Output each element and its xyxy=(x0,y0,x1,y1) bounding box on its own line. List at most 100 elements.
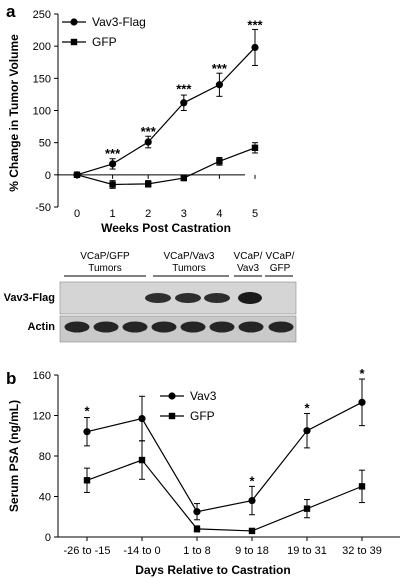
series-line-Vav3-Flag xyxy=(76,47,256,176)
legend-marker xyxy=(168,392,176,400)
panel-a-y-axis-label: % Change in Tumor Volume xyxy=(7,34,21,192)
x-tick-label: 1 to 8 xyxy=(183,545,211,557)
panel-b-axes: 0 40 80 120 160 -26 to -15 -14 to 0 1 to 8 9 to … xyxy=(33,370,400,557)
panel-a: a % Change in Tumor Volume Weeks Post Ca… xyxy=(6,2,264,235)
blot-group-label-line2: GFP xyxy=(270,263,291,274)
x-tick-label: 32 to 39 xyxy=(342,545,382,557)
data-point xyxy=(303,427,311,435)
series-line-Vav3 xyxy=(86,401,363,513)
blot-rows: Vav3-Flag Actin xyxy=(4,281,297,343)
legend-label: GFP xyxy=(190,409,215,423)
y-tick-label: 150 xyxy=(33,73,51,85)
data-point xyxy=(145,180,152,188)
blot-band xyxy=(180,321,206,333)
panel-b: b Serum PSA (ng/mL) Days Relative to Cas… xyxy=(6,366,400,577)
y-tick-label: 250 xyxy=(33,9,51,21)
legend-label: GFP xyxy=(92,35,117,49)
data-point xyxy=(251,144,259,152)
blot-band xyxy=(175,293,201,303)
x-tick-label: 0 xyxy=(74,208,80,220)
data-point xyxy=(193,508,201,516)
data-point xyxy=(248,496,256,505)
x-tick-label: 5 xyxy=(252,208,258,220)
x-tick-label: 3 xyxy=(181,208,187,220)
blot-band xyxy=(238,321,264,333)
significance-annotation: * xyxy=(359,366,365,381)
legend-marker xyxy=(168,412,176,420)
significance-annotation: * xyxy=(249,473,255,488)
legend-marker xyxy=(70,18,78,26)
significance-annotation: * xyxy=(84,403,90,418)
data-point xyxy=(180,99,188,107)
data-point xyxy=(109,181,116,188)
x-tick-label: 9 to 18 xyxy=(235,545,269,557)
data-point xyxy=(138,456,146,464)
data-point xyxy=(73,171,81,179)
series-line-GFP xyxy=(76,147,256,186)
blot-group-label-line1: VCaP/Vav3 xyxy=(164,251,215,262)
data-point xyxy=(138,414,146,423)
significance-annotation: *** xyxy=(212,61,228,76)
blot-band xyxy=(122,321,148,333)
significance-annotation: *** xyxy=(141,124,157,139)
data-point xyxy=(358,398,366,406)
significance-annotation: * xyxy=(304,400,310,415)
significance-annotation: *** xyxy=(176,82,192,97)
blot-row-label: Actin xyxy=(28,321,56,333)
data-point xyxy=(193,525,201,533)
data-point xyxy=(215,81,223,89)
legend-marker xyxy=(70,38,78,46)
panel-a-x-axis-label: Weeks Post Castration xyxy=(101,221,231,235)
y-tick-label: 0 xyxy=(45,532,51,544)
y-tick-label: 200 xyxy=(33,41,51,53)
blot-band xyxy=(209,321,235,333)
data-point xyxy=(83,477,91,484)
significance-annotation: *** xyxy=(105,146,121,161)
blot-group-label-line1: VCaP/ xyxy=(266,251,295,262)
blot-band xyxy=(204,293,230,303)
x-tick-label: 19 to 31 xyxy=(287,545,327,557)
x-tick-label: -26 to -15 xyxy=(63,545,110,557)
blot-group-label-line1: VCaP/GFP xyxy=(80,251,130,262)
blot-band xyxy=(145,293,171,303)
significance-annotation: *** xyxy=(247,17,263,32)
x-tick-label: 1 xyxy=(110,208,116,220)
y-tick-label: 0 xyxy=(45,170,51,182)
data-point xyxy=(180,174,187,182)
x-tick-label: 4 xyxy=(216,208,222,220)
y-tick-label: 40 xyxy=(39,492,51,504)
panel-b-x-axis-label: Days Relative to Castration xyxy=(135,563,290,577)
blot-group-label-line2: Vav3 xyxy=(237,263,259,274)
blot-group-label-line2: Tumors xyxy=(172,263,206,274)
panel-a-axes: -50 0 50 100 150 200 250 0 1 2 3 4 5 xyxy=(33,9,258,220)
legend-label: Vav3 xyxy=(190,389,217,403)
blot-band xyxy=(64,321,90,333)
panel-b-label: b xyxy=(6,369,16,388)
panel-a-marks: *** *** *** *** *** Vav3-Flag GFP xyxy=(62,15,264,189)
panel-a-label: a xyxy=(6,2,16,21)
data-point xyxy=(83,428,91,436)
blot-group-label-line2: Tumors xyxy=(88,263,122,274)
western-blot: VCaP/GFPTumorsVCaP/Vav3TumorsVCaP/Vav3VC… xyxy=(4,251,297,343)
blot-band xyxy=(268,321,294,333)
series-line-GFP xyxy=(86,459,363,532)
y-tick-label: 80 xyxy=(39,451,51,463)
y-tick-label: 120 xyxy=(33,411,51,423)
blot-group-headers: VCaP/GFPTumorsVCaP/Vav3TumorsVCaP/Vav3VC… xyxy=(64,251,295,277)
blot-band xyxy=(93,321,119,333)
y-tick-label: 50 xyxy=(39,138,51,150)
y-tick-label: 160 xyxy=(33,370,51,382)
blot-row-label: Vav3-Flag xyxy=(4,292,55,304)
y-tick-label: 100 xyxy=(33,106,51,118)
data-point xyxy=(248,527,256,535)
blot-band xyxy=(151,321,177,333)
legend-label: Vav3-Flag xyxy=(92,15,146,29)
blot-group-label-line1: VCaP/ xyxy=(234,251,263,262)
data-point xyxy=(303,505,311,512)
x-tick-label: 2 xyxy=(145,208,151,220)
panel-b-y-axis-label: Serum PSA (ng/mL) xyxy=(7,400,21,512)
panel-b-marks: * * * * Vav3 GFP xyxy=(83,366,366,535)
data-point xyxy=(144,138,152,146)
x-tick-label: -14 to 0 xyxy=(123,545,160,557)
